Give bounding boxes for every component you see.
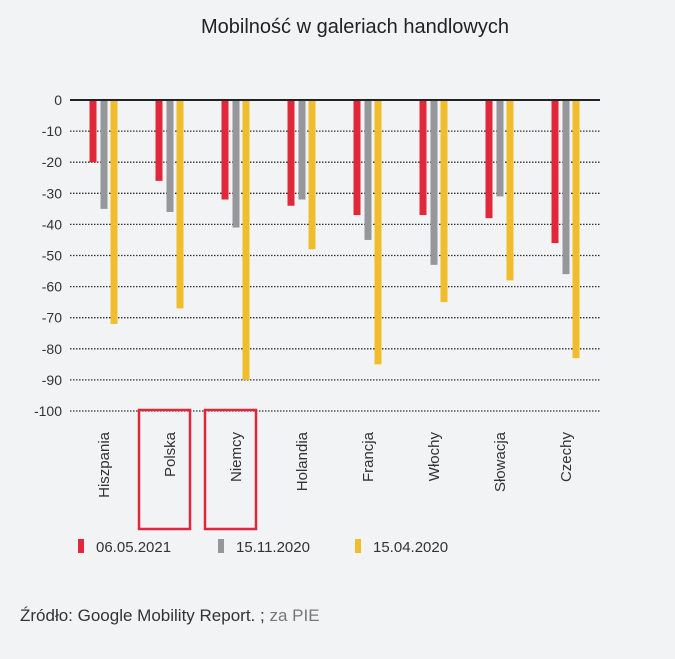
y-tick-label: -60 (42, 279, 62, 295)
bar (551, 100, 559, 244)
y-tick-label: -30 (42, 185, 62, 201)
bar (166, 100, 174, 212)
x-tick-label: Holandia (294, 431, 311, 491)
bar (440, 100, 448, 303)
legend-label: 15.04.2020 (373, 539, 448, 556)
bar (485, 100, 493, 219)
bar (232, 100, 240, 228)
legend-label: 15.11.2020 (236, 539, 310, 556)
bar (374, 100, 382, 365)
bar (506, 100, 514, 281)
y-tick-label: -70 (42, 310, 62, 326)
bar (221, 100, 229, 200)
bar (242, 100, 250, 380)
y-tick-label: -40 (42, 216, 62, 232)
y-tick-label: -50 (42, 248, 62, 264)
bar (364, 100, 372, 240)
chart-title: Mobilność w galeriach handlowych (201, 16, 509, 38)
bar (89, 100, 97, 163)
x-tick-label: Słowacja (492, 431, 509, 492)
source-suffix: za PIE (269, 606, 320, 625)
bar (419, 100, 427, 216)
x-tick-label: Hiszpania (96, 431, 113, 498)
x-tick-label: Włochy (426, 432, 443, 482)
bar (430, 100, 438, 265)
bar (496, 100, 504, 197)
legend-swatch (355, 539, 361, 553)
highlight-box (137, 408, 192, 531)
y-tick-label: -10 (42, 123, 62, 139)
y-tick-label: -20 (42, 154, 62, 170)
bar (110, 100, 118, 324)
bar (308, 100, 316, 250)
bar (298, 100, 306, 200)
bar (155, 100, 163, 181)
x-tick-label: Polska (162, 431, 179, 477)
bar (176, 100, 184, 309)
bar (572, 100, 580, 359)
legend-swatch (78, 539, 84, 553)
bar (287, 100, 295, 206)
bar (100, 100, 108, 209)
legend-swatch (218, 539, 224, 553)
legend-label: 06.05.2021 (96, 539, 171, 556)
y-tick-label: -90 (42, 372, 62, 388)
x-tick-label: Francja (360, 431, 377, 482)
highlight-box (203, 408, 258, 531)
x-tick-label: Niemcy (228, 432, 245, 483)
y-tick-label: -80 (42, 341, 62, 357)
y-tick-label: -100 (34, 403, 62, 419)
source-text: Źródło: Google Mobility Report. ; (20, 606, 265, 625)
y-tick-label: 0 (54, 92, 62, 108)
bar (562, 100, 570, 275)
source-note: Źródło: Google Mobility Report. ; za PIE (20, 606, 320, 626)
x-tick-label: Czechy (558, 432, 575, 483)
bar (353, 100, 361, 216)
